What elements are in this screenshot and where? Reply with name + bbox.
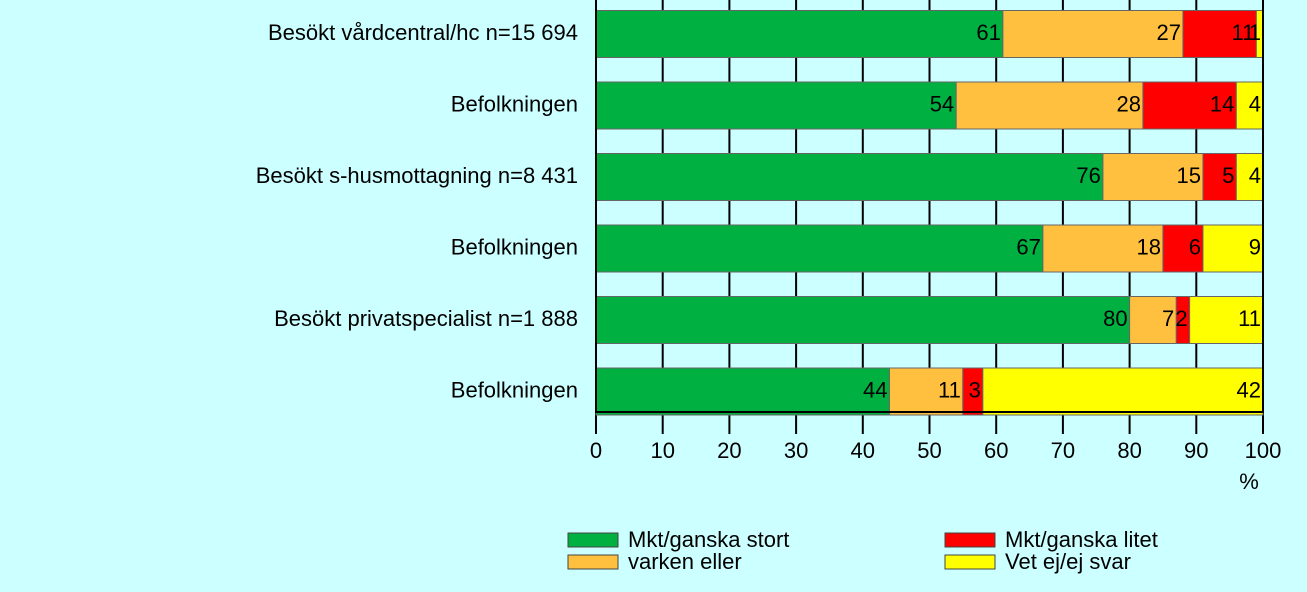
bar-segment	[982, 367, 1264, 416]
x-tick-label: 40	[851, 438, 875, 463]
bar-segment	[595, 153, 1104, 201]
bar-segment	[595, 10, 1004, 58]
data-label: 7	[1162, 306, 1174, 331]
data-label: 11	[938, 377, 961, 402]
data-label: 5	[1222, 163, 1234, 188]
bar-segment	[888, 367, 964, 416]
data-label: 4	[1249, 163, 1261, 188]
legend-swatch	[944, 532, 996, 548]
bar-segment	[1162, 224, 1204, 273]
bar-segment	[1202, 224, 1264, 273]
x-tick-label: 20	[717, 438, 741, 463]
x-tick-label: 30	[784, 438, 808, 463]
x-tick-label: 100	[1245, 438, 1282, 463]
bar-segment	[595, 367, 890, 416]
bar-segment	[1002, 10, 1184, 58]
bar-segment	[1182, 10, 1257, 58]
data-label: 42	[1237, 377, 1261, 402]
y-tick-label: Besökt s-husmottagning n=8 431	[256, 163, 578, 188]
data-label: 9	[1249, 234, 1261, 259]
plot-frame	[595, 0, 1264, 413]
data-label: 6	[1189, 234, 1201, 259]
data-label: 44	[863, 377, 887, 402]
data-label: 15	[1176, 163, 1200, 188]
x-tick-label: 60	[984, 438, 1008, 463]
data-label: 80	[1103, 306, 1127, 331]
y-tick-label: Besökt privatspecialist n=1 888	[274, 306, 578, 331]
data-label: 14	[1210, 91, 1234, 116]
y-tick-label: Besökt vårdcentral/hc n=15 694	[268, 20, 578, 45]
x-tick-label: 0	[590, 438, 602, 463]
data-label: 11	[1238, 306, 1261, 331]
data-label: 54	[930, 91, 954, 116]
x-tick-label: 70	[1051, 438, 1075, 463]
x-tick-label: 90	[1184, 438, 1208, 463]
data-label: 27	[1156, 20, 1180, 45]
x-tick-label: 80	[1117, 438, 1141, 463]
data-label: 76	[1076, 163, 1100, 188]
data-label: 18	[1136, 234, 1160, 259]
legend-swatch	[567, 554, 619, 570]
bar-segment	[1102, 153, 1204, 201]
data-label: 1	[1249, 20, 1261, 45]
bar-segment	[1042, 224, 1164, 273]
bar-segment	[595, 224, 1044, 273]
bar-segment	[1129, 296, 1177, 344]
y-tick-label: Befolkningen	[451, 377, 578, 402]
legend-label: Vet ej/ej svar	[1005, 549, 1131, 574]
bar-segment	[955, 81, 1144, 130]
legend-label: Mkt/ganska stort	[628, 527, 789, 552]
legend-label: varken eller	[628, 549, 742, 574]
legend-swatch	[567, 532, 619, 548]
x-tick-label: 50	[917, 438, 941, 463]
x-axis-label: %	[1239, 469, 1259, 494]
data-label: 4	[1249, 91, 1261, 116]
bar-segment	[1189, 296, 1264, 344]
legend-label: Mkt/ganska litet	[1005, 527, 1158, 552]
y-tick-label: Befolkningen	[451, 234, 578, 259]
bar-segment	[1235, 153, 1264, 201]
x-tick-label: 10	[650, 438, 674, 463]
data-label: 28	[1116, 91, 1140, 116]
bar-segment	[595, 296, 1131, 344]
data-label: 2	[1175, 306, 1187, 331]
bar-segment	[1142, 81, 1237, 130]
y-tick-label: Befolkningen	[451, 91, 578, 116]
data-label: 11	[1231, 20, 1254, 45]
bar-segment	[595, 81, 957, 130]
legend-swatch	[944, 554, 996, 570]
data-label: 3	[969, 377, 981, 402]
data-label: 67	[1016, 234, 1040, 259]
data-label: 61	[976, 20, 1000, 45]
